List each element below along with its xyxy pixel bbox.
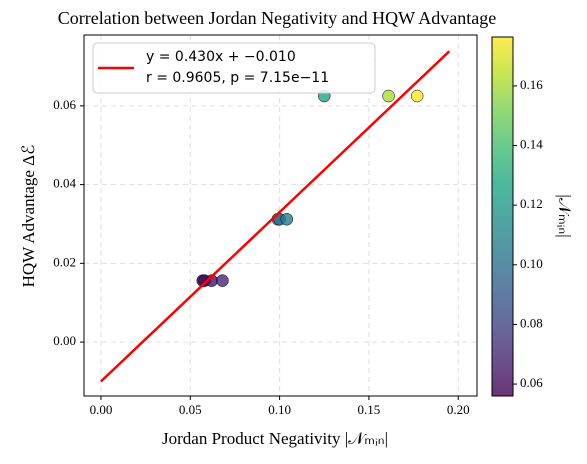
chart-title: Correlation between Jordan Negativity an… [58,8,497,28]
legend-label: y = 0.430x + −0.010 [146,49,296,65]
y-tick-label: 0.04 [53,176,76,191]
point [410,89,424,103]
y-tick-label: 0.00 [53,333,76,348]
point [216,274,229,287]
point [280,212,294,226]
plot-frame [83,34,478,397]
y-axis-label: HQW Advantage Δℰ [19,145,38,288]
x-tick-label: 0.00 [90,402,113,417]
x-axis-label: Jordan Product Negativity |𝒩ₘᵢₙ| [162,429,388,448]
y-tick-label: 0.02 [53,254,76,269]
legend-box [92,42,376,94]
y-tick-label: 0.06 [53,97,76,112]
fit-line [100,50,451,383]
legend-stats: r = 0.9605, p = 7.15e−11 [146,70,329,86]
colorbar-tick-label: 0.10 [520,256,543,271]
colorbar-tick-label: 0.06 [520,375,543,390]
x-tick-label: 0.20 [447,402,470,417]
colorbar-label: |𝒩ₘᵢₙ| [555,194,574,237]
x-tick-label: 0.05 [179,402,202,417]
x-tick-label: 0.10 [268,402,291,417]
colorbar-tick-label: 0.14 [520,137,543,152]
colorbar-tick-label: 0.08 [520,315,543,330]
colorbar-tick-label: 0.12 [520,196,543,211]
x-tick-label: 0.15 [358,402,381,417]
colorbar [491,36,514,397]
point [382,89,395,103]
colorbar-tick-label: 0.16 [520,77,543,92]
